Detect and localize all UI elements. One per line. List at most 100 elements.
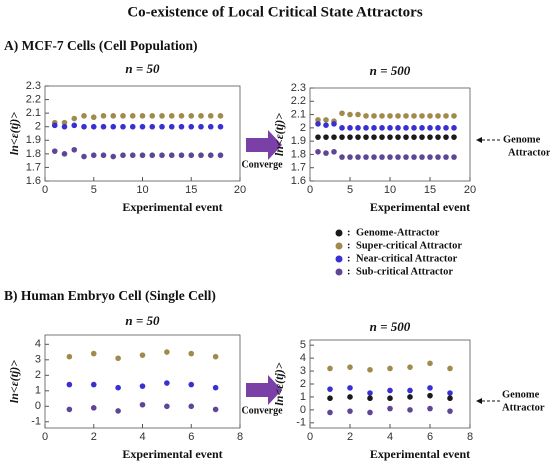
point [427, 113, 433, 119]
point [427, 385, 433, 391]
point [395, 125, 401, 131]
point [387, 387, 393, 394]
point [407, 394, 413, 400]
point [198, 123, 204, 130]
point [407, 407, 413, 413]
point [178, 152, 185, 159]
y-tick-label: 2.1 [291, 108, 306, 120]
point [100, 152, 107, 159]
point [198, 113, 204, 119]
point [159, 152, 165, 159]
point [331, 134, 337, 140]
point [164, 403, 170, 410]
section-heading: A) MCF-7 Cells (Cell Population) [4, 38, 197, 53]
chart-title: n = 50 [125, 61, 160, 76]
point [347, 385, 353, 391]
point [411, 125, 417, 131]
point [387, 154, 393, 160]
legend-marker [335, 242, 343, 250]
point [355, 125, 361, 131]
point [419, 154, 425, 160]
chart-title: n = 50 [125, 313, 160, 328]
point [90, 152, 97, 159]
x-tick-label: 15 [424, 184, 436, 196]
point [447, 390, 453, 396]
point [71, 146, 78, 153]
point [139, 401, 146, 408]
point [217, 152, 224, 159]
point [129, 152, 136, 159]
point [323, 134, 329, 140]
point [217, 113, 224, 119]
point [178, 113, 185, 119]
point [339, 110, 345, 117]
point [407, 387, 413, 394]
y-tick-label: 0 [35, 400, 41, 412]
legend-label: Near-critical Attractor [356, 253, 458, 264]
point [371, 134, 377, 140]
point [411, 134, 417, 140]
point [451, 134, 457, 140]
point [347, 154, 353, 160]
point [207, 123, 214, 130]
point [212, 353, 219, 360]
x-axis-label: Experimental event [122, 447, 222, 461]
point [323, 150, 329, 156]
point [315, 148, 321, 155]
y-tick-label: 4 [300, 352, 306, 364]
y-tick-label: 1.7 [291, 162, 306, 174]
y-tick-label: 2 [300, 122, 306, 134]
point [363, 154, 369, 160]
y-tick-label: 2.3 [26, 80, 41, 92]
arrow-label: Converge [241, 405, 283, 416]
point [198, 152, 204, 159]
point [212, 384, 219, 391]
y-tick-label: 1 [35, 385, 41, 397]
plot-frame [309, 339, 471, 429]
point [355, 111, 361, 118]
point [51, 122, 58, 129]
point [164, 380, 170, 386]
point [339, 134, 345, 140]
converge-arrow [246, 130, 282, 160]
y-axis-label: ln<ε(tj)> [7, 360, 21, 403]
point [427, 154, 433, 160]
y-axis-label: ln<ε(tj)> [272, 113, 286, 156]
x-tick-label: 2 [347, 431, 353, 443]
x-tick-label: 5 [91, 184, 97, 196]
point [387, 113, 393, 119]
point [339, 154, 345, 160]
point [188, 113, 195, 119]
point [347, 125, 353, 131]
point [403, 154, 409, 160]
point [61, 119, 68, 126]
point [347, 394, 353, 400]
y-tick-label: 1 [300, 391, 306, 403]
legend-marker [335, 255, 343, 263]
point [110, 123, 117, 130]
point [371, 113, 377, 119]
plot-frame [44, 334, 241, 429]
point [100, 123, 107, 130]
point [371, 154, 377, 160]
point [81, 123, 87, 130]
x-tick-label: 20 [234, 184, 246, 196]
point [212, 406, 219, 413]
point [435, 113, 441, 119]
x-axis-label: Experimental event [370, 447, 470, 461]
x-tick-label: 0 [307, 431, 313, 443]
point [90, 381, 97, 388]
legend-separator: : [347, 253, 351, 264]
point [447, 395, 453, 402]
y-tick-label: 2 [300, 378, 306, 390]
y-tick-label: 2 [35, 369, 41, 381]
point [66, 381, 73, 388]
point [403, 125, 409, 131]
point [367, 390, 373, 396]
chart-title: n = 500 [370, 63, 411, 78]
point [371, 125, 377, 131]
point [61, 123, 68, 130]
point [168, 113, 175, 119]
x-tick-label: 10 [384, 184, 396, 196]
point [178, 123, 185, 130]
